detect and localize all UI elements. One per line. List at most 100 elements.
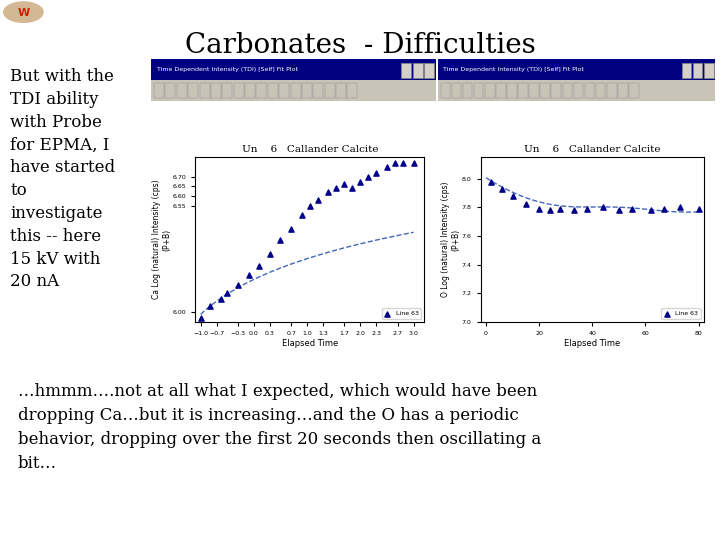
Text: Time Dependent Intensity (TDI) [Self] Fit Plot: Time Dependent Intensity (TDI) [Self] Fi…: [157, 67, 298, 72]
Point: [581, 205, 593, 213]
Bar: [313, 83, 323, 98]
Text: UW-Madison Geology  777: UW-Madison Geology 777: [120, 5, 303, 19]
Point: [381, 163, 392, 171]
Point: [253, 261, 265, 270]
Point: [496, 184, 508, 193]
Bar: [166, 83, 176, 98]
Bar: [518, 83, 528, 98]
Text: Time Dependent Intensity (TDI) [Self] Fit Plot: Time Dependent Intensity (TDI) [Self] Fi…: [444, 67, 584, 72]
Legend: Line 63: Line 63: [662, 308, 701, 319]
Point: [674, 203, 685, 212]
Bar: [595, 83, 606, 98]
Legend: Line 63: Line 63: [382, 308, 421, 319]
Point: [296, 211, 307, 220]
Bar: [540, 83, 550, 98]
Bar: [607, 83, 616, 98]
Point: [232, 281, 243, 289]
Bar: [463, 83, 472, 98]
Point: [645, 206, 657, 214]
Bar: [234, 83, 243, 98]
Point: [554, 205, 566, 213]
Point: [195, 314, 207, 322]
Point: [544, 206, 556, 214]
Point: [507, 192, 518, 200]
Bar: [256, 83, 266, 98]
Point: [330, 184, 342, 192]
Point: [323, 188, 334, 197]
Bar: [188, 83, 198, 98]
Circle shape: [4, 2, 43, 22]
Text: But with the
TDI ability
with Probe
for EPMA, I
have started
to
investigate
this: But with the TDI ability with Probe for …: [10, 68, 115, 291]
Bar: [529, 83, 539, 98]
Bar: [618, 83, 628, 98]
Text: Carbonates  - Difficulties: Carbonates - Difficulties: [184, 32, 536, 59]
Point: [363, 172, 374, 181]
Bar: [682, 63, 691, 78]
Y-axis label: Ca Log (natural) Intensity (cps)
(P+B): Ca Log (natural) Intensity (cps) (P+B): [152, 180, 171, 299]
Point: [568, 206, 580, 214]
Bar: [438, 79, 715, 102]
Point: [658, 205, 670, 213]
X-axis label: Elapsed Time: Elapsed Time: [564, 339, 621, 348]
Point: [338, 180, 350, 188]
Bar: [279, 83, 289, 98]
Bar: [451, 83, 462, 98]
Point: [285, 225, 297, 233]
Bar: [438, 59, 715, 79]
Bar: [151, 79, 436, 102]
Bar: [154, 83, 164, 98]
Point: [222, 288, 233, 297]
Bar: [496, 83, 505, 98]
Bar: [441, 83, 450, 98]
Bar: [402, 63, 411, 78]
Bar: [245, 83, 255, 98]
Title: Un    6   Callander Calcite: Un 6 Callander Calcite: [524, 145, 660, 154]
Bar: [585, 83, 595, 98]
Point: [354, 178, 366, 187]
Point: [243, 271, 254, 280]
Point: [215, 294, 227, 303]
Bar: [424, 63, 434, 78]
Bar: [693, 63, 703, 78]
Point: [613, 206, 625, 214]
Bar: [704, 63, 714, 78]
Point: [397, 159, 409, 167]
Bar: [302, 83, 312, 98]
Bar: [325, 83, 335, 98]
Bar: [222, 83, 233, 98]
Bar: [336, 83, 346, 98]
Point: [597, 203, 608, 212]
Point: [408, 159, 419, 167]
Point: [693, 205, 704, 213]
Bar: [474, 83, 484, 98]
Bar: [574, 83, 583, 98]
Bar: [348, 83, 357, 98]
Bar: [199, 83, 210, 98]
Bar: [562, 83, 572, 98]
Bar: [177, 83, 186, 98]
Point: [626, 205, 638, 213]
Point: [264, 249, 276, 258]
Bar: [211, 83, 221, 98]
Bar: [413, 63, 423, 78]
Bar: [268, 83, 278, 98]
Point: [371, 168, 382, 177]
Point: [534, 205, 545, 213]
Bar: [552, 83, 561, 98]
Bar: [507, 83, 517, 98]
Point: [390, 159, 401, 167]
Title: Un    6   Callander Calcite: Un 6 Callander Calcite: [241, 145, 378, 154]
Y-axis label: O Log (natural) Intensity (cps)
(P+B): O Log (natural) Intensity (cps) (P+B): [441, 182, 460, 297]
Bar: [629, 83, 639, 98]
Bar: [291, 83, 300, 98]
X-axis label: Elapsed Time: Elapsed Time: [282, 339, 338, 348]
Text: …hmmm….not at all what I expected, which would have been
dropping Ca…but it is i: …hmmm….not at all what I expected, which…: [18, 383, 541, 472]
Point: [346, 184, 358, 192]
Point: [204, 302, 216, 310]
Point: [275, 236, 287, 245]
Text: W: W: [17, 8, 30, 18]
Bar: [151, 59, 436, 79]
Bar: [485, 83, 495, 98]
Point: [520, 200, 531, 209]
Point: [304, 201, 315, 210]
